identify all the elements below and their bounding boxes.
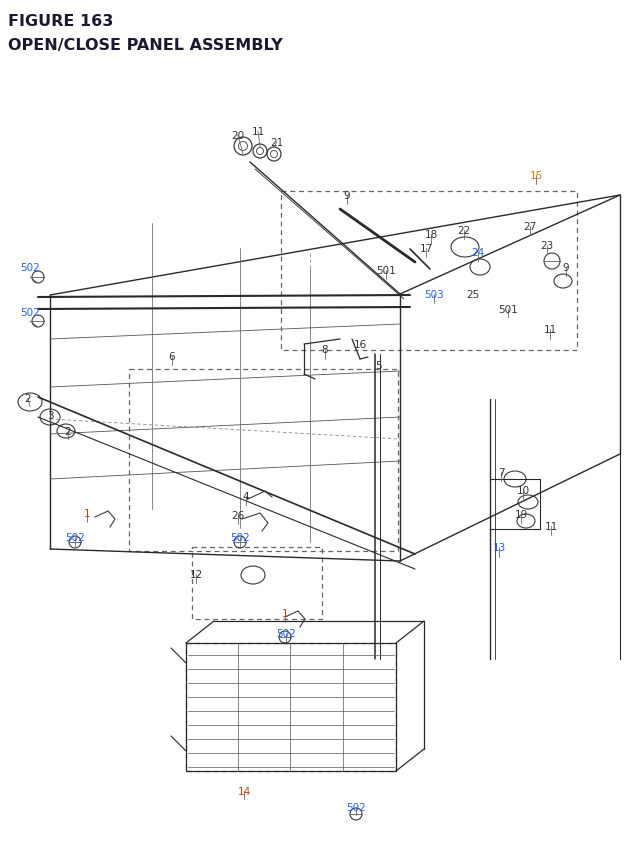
Text: 5: 5 (374, 361, 381, 370)
Text: 2: 2 (25, 393, 31, 404)
Text: 21: 21 (270, 138, 284, 148)
Text: 1: 1 (282, 608, 288, 618)
Text: 22: 22 (458, 226, 470, 236)
Text: 14: 14 (237, 786, 251, 796)
Text: 27: 27 (524, 222, 536, 232)
Text: 9: 9 (563, 263, 570, 273)
Text: 11: 11 (545, 522, 557, 531)
Text: 8: 8 (322, 344, 328, 355)
Text: 13: 13 (492, 542, 506, 553)
Text: 502: 502 (20, 307, 40, 318)
Text: 502: 502 (346, 802, 366, 812)
Text: 10: 10 (516, 486, 529, 495)
Text: 12: 12 (189, 569, 203, 579)
Text: 11: 11 (252, 127, 264, 137)
Text: 24: 24 (472, 248, 484, 257)
Text: 4: 4 (243, 492, 250, 501)
Text: 6: 6 (169, 351, 175, 362)
Bar (186, 643, 396, 771)
Text: 19: 19 (515, 510, 527, 519)
Text: 3: 3 (47, 411, 53, 420)
Text: 503: 503 (424, 289, 444, 300)
Text: 9: 9 (344, 191, 350, 201)
Bar (192, 548, 322, 619)
Text: 23: 23 (540, 241, 554, 251)
Bar (129, 369, 398, 551)
Text: 1: 1 (84, 508, 90, 518)
Text: 18: 18 (424, 230, 438, 239)
Text: 502: 502 (230, 532, 250, 542)
Text: 2: 2 (65, 426, 71, 437)
Text: 7: 7 (498, 468, 504, 478)
Text: 26: 26 (232, 511, 244, 520)
Text: 502: 502 (65, 532, 85, 542)
Text: 16: 16 (353, 339, 367, 350)
Text: 17: 17 (419, 244, 433, 254)
Text: 502: 502 (276, 629, 296, 638)
Text: 501: 501 (498, 305, 518, 314)
Bar (281, 192, 577, 350)
Text: 20: 20 (232, 131, 244, 141)
Text: OPEN/CLOSE PANEL ASSEMBLY: OPEN/CLOSE PANEL ASSEMBLY (8, 38, 283, 53)
Text: 25: 25 (467, 289, 479, 300)
Text: 501: 501 (376, 266, 396, 276)
Text: FIGURE 163: FIGURE 163 (8, 14, 113, 29)
Text: 11: 11 (543, 325, 557, 335)
Text: 15: 15 (529, 170, 543, 181)
Text: 502: 502 (20, 263, 40, 273)
